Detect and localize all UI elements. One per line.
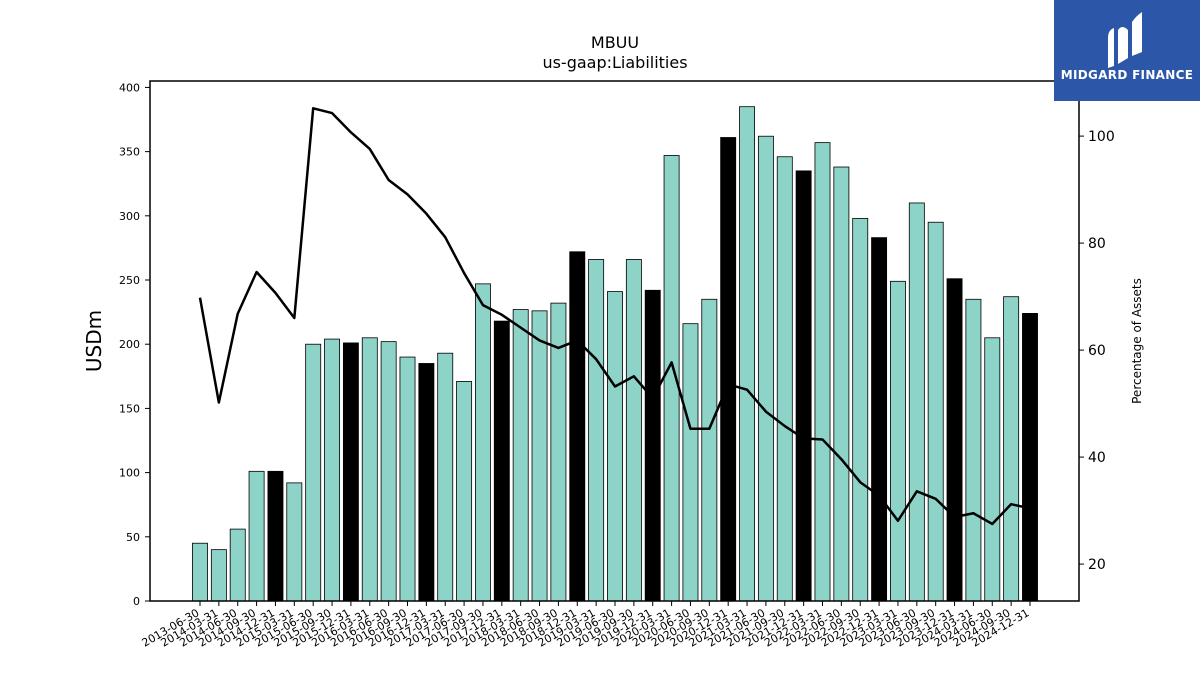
- bar-2014-09-30: [248, 470, 265, 602]
- bar-2024-09-30: [1003, 296, 1020, 602]
- bar-2014-06-30: [229, 528, 246, 602]
- bar-2017-09-30: [475, 283, 491, 602]
- brand-logo: MIDGARD FINANCE: [1054, 0, 1200, 101]
- y-tick-label: 200: [119, 338, 140, 351]
- plot-frame: [149, 80, 1080, 602]
- bar-2024-12-31: [1022, 312, 1038, 602]
- y-tick-label: 300: [119, 210, 140, 223]
- y-axis-left: 0 50 100 150 200 250 300 350 400: [119, 81, 150, 608]
- y-axis-label: USDm: [82, 310, 106, 372]
- midgard-logo-icon: [1108, 12, 1142, 68]
- y-tick-label: 250: [119, 274, 140, 287]
- bar-2021-09-30: [776, 156, 793, 602]
- bar-2021-06-30: [757, 135, 774, 602]
- bar-2020-09-30: [701, 298, 718, 602]
- y-tick-label: 100: [119, 467, 140, 480]
- bar-2022-09-30: [852, 217, 869, 602]
- bar-2021-03-31: [739, 106, 755, 602]
- chart-subtitle: us-gaap:Liabilities: [542, 53, 687, 72]
- bar-2018-06-30: [531, 310, 548, 602]
- bar-2019-06-30: [607, 291, 623, 602]
- bar-2015-03-31: [286, 482, 303, 602]
- bar-2016-06-30: [380, 341, 397, 602]
- bar-2016-03-31: [361, 337, 378, 602]
- brand-name: MIDGARD FINANCE: [1060, 68, 1194, 82]
- bar-2017-06-30: [456, 381, 473, 602]
- y-tick-label: 50: [126, 531, 140, 544]
- bar-2023-06-30: [908, 202, 925, 602]
- bar-2019-12-31: [644, 289, 661, 602]
- line-series: [198, 107, 1031, 526]
- bar-2022-12-31: [871, 237, 888, 602]
- bar-2024-03-31: [965, 298, 982, 602]
- bar-2020-12-31: [720, 137, 737, 602]
- y-tick-label: 350: [119, 146, 140, 159]
- bar-2024-06-30: [984, 337, 1001, 602]
- bar-2023-09-30: [927, 221, 944, 602]
- y2-tick-label: 80: [1088, 236, 1106, 252]
- line-percentage-of-assets: [198, 107, 1031, 526]
- bar-2016-12-31: [418, 363, 435, 602]
- bar-2015-12-31: [342, 342, 359, 602]
- bar-2015-06-30: [305, 343, 322, 602]
- bar-2017-03-31: [437, 352, 454, 602]
- chart-title: MBUU: [591, 33, 639, 52]
- bar-2021-12-31: [795, 170, 812, 602]
- bar-2019-03-31: [588, 259, 605, 602]
- bar-2023-12-31: [946, 278, 963, 602]
- bar-2020-06-30: [682, 323, 699, 602]
- y-axis-right: 20 40 60 80 100: [1079, 129, 1115, 573]
- y2-tick-label: 40: [1088, 450, 1106, 466]
- bar-2014-12-31: [267, 470, 284, 602]
- bar-series: [192, 106, 1038, 602]
- y-tick-label: 0: [133, 595, 140, 608]
- bar-2023-03-31: [890, 280, 906, 602]
- bar-2013-06-30: [192, 542, 208, 602]
- bar-2022-06-30: [833, 166, 850, 602]
- bar-2022-03-31: [814, 142, 831, 602]
- bar-2014-03-31: [210, 549, 227, 602]
- y2-tick-label: 20: [1088, 557, 1106, 573]
- y-tick-label: 400: [119, 81, 140, 94]
- bar-2015-09-30: [324, 338, 340, 602]
- y2-tick-label: 60: [1088, 343, 1106, 359]
- y2-tick-label: 100: [1088, 129, 1115, 145]
- bar-2017-12-31: [493, 320, 510, 602]
- bar-2016-09-30: [399, 356, 416, 602]
- y2-axis-label: Percentage of Assets: [1130, 278, 1144, 404]
- x-axis: 2013-06-302014-03-312014-06-302014-09-30…: [140, 601, 1032, 650]
- bar-2018-03-31: [512, 309, 529, 602]
- bar-2019-09-30: [625, 259, 642, 602]
- y-tick-label: 150: [119, 402, 140, 415]
- bar-2018-12-31: [569, 251, 586, 602]
